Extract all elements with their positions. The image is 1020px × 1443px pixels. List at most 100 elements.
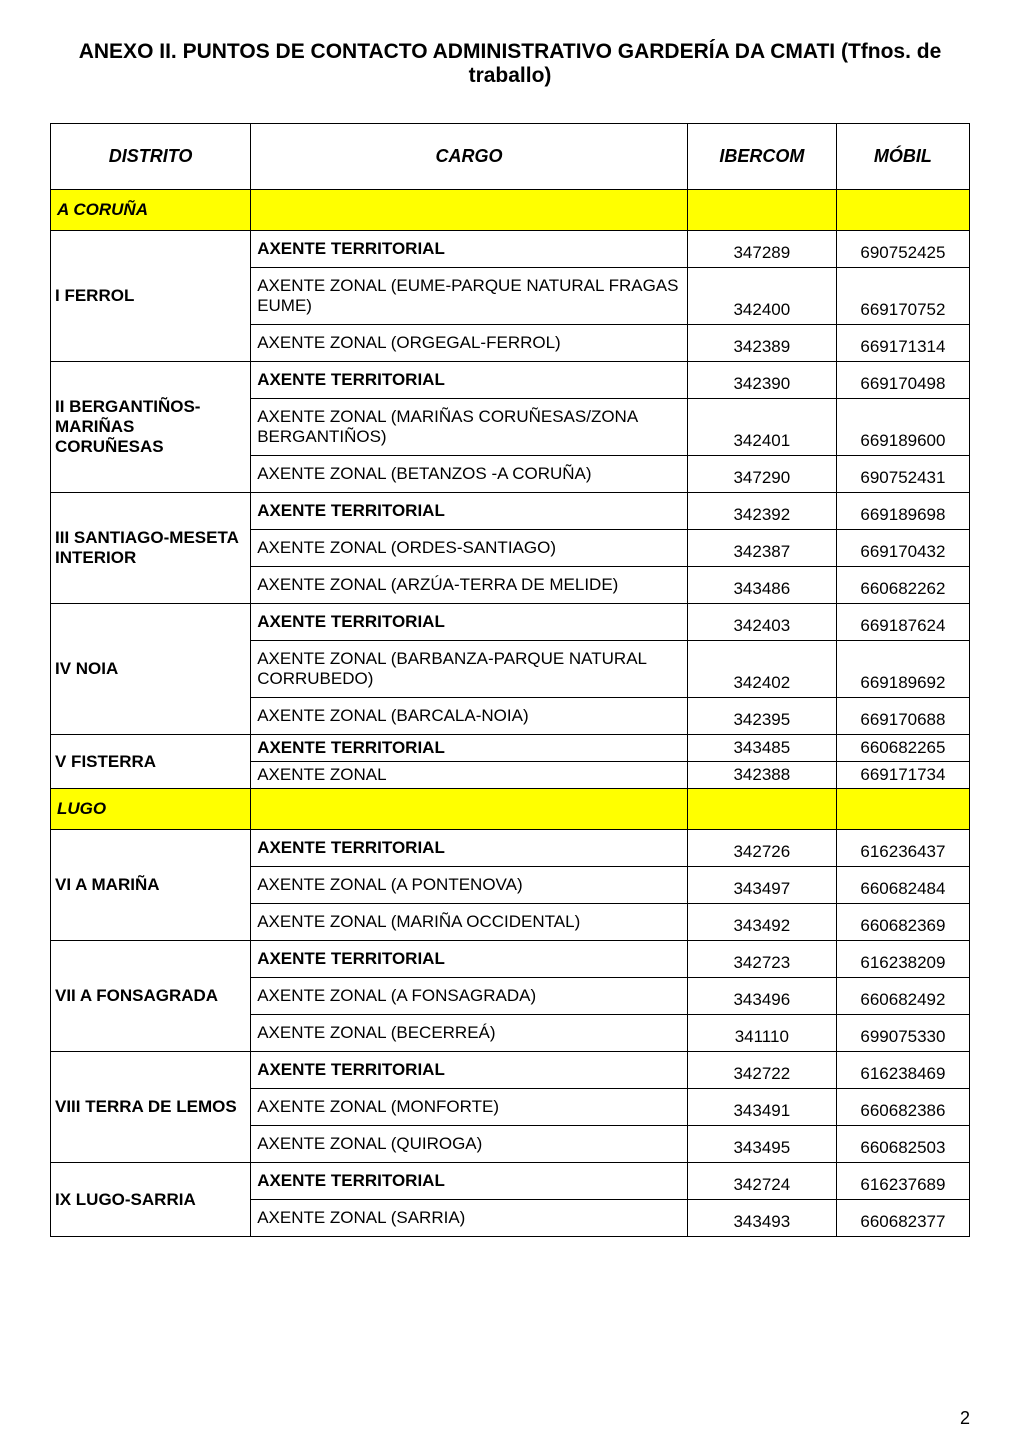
table-row: I FERROLAXENTE TERRITORIAL34728969075242… (51, 231, 970, 268)
ibercom-cell: 342400 (687, 268, 836, 325)
table-row: VII A FONSAGRADAAXENTE TERRITORIAL342723… (51, 941, 970, 978)
ibercom-cell: 342722 (687, 1052, 836, 1089)
cargo-cell: AXENTE ZONAL (ORGEGAL-FERROL) (251, 325, 688, 362)
mobil-cell: 660682386 (836, 1089, 969, 1126)
cargo-cell: AXENTE ZONAL (BARBANZA-PARQUE NATURAL CO… (251, 641, 688, 698)
mobil-cell: 616236437 (836, 830, 969, 867)
ibercom-cell: 342395 (687, 698, 836, 735)
ibercom-cell: 342723 (687, 941, 836, 978)
ibercom-cell: 343491 (687, 1089, 836, 1126)
header-distrito: DISTRITO (51, 124, 251, 190)
mobil-cell: 669170432 (836, 530, 969, 567)
section-name: LUGO (51, 789, 251, 830)
cargo-cell: AXENTE ZONAL (EUME-PARQUE NATURAL FRAGAS… (251, 268, 688, 325)
cargo-cell: AXENTE ZONAL (BARCALA-NOIA) (251, 698, 688, 735)
ibercom-cell: 343497 (687, 867, 836, 904)
section-name: A CORUÑA (51, 190, 251, 231)
cargo-cell: AXENTE ZONAL (ORDES-SANTIAGO) (251, 530, 688, 567)
cargo-cell: AXENTE TERRITORIAL (251, 362, 688, 399)
cargo-cell: AXENTE TERRITORIAL (251, 941, 688, 978)
mobil-cell: 669189692 (836, 641, 969, 698)
ibercom-cell: 343486 (687, 567, 836, 604)
ibercom-cell: 342724 (687, 1163, 836, 1200)
cargo-cell: AXENTE ZONAL (251, 762, 688, 789)
table-row: IX LUGO-SARRIAAXENTE TERRITORIAL34272461… (51, 1163, 970, 1200)
mobil-cell: 616237689 (836, 1163, 969, 1200)
table-row: VI A MARIÑAAXENTE TERRITORIAL34272661623… (51, 830, 970, 867)
page-number: 2 (960, 1408, 970, 1429)
table-row: III SANTIAGO-MESETA INTERIORAXENTE TERRI… (51, 493, 970, 530)
ibercom-cell: 343496 (687, 978, 836, 1015)
section-empty (251, 789, 688, 830)
cargo-cell: AXENTE ZONAL (SARRIA) (251, 1200, 688, 1237)
distrito-cell: I FERROL (51, 231, 251, 362)
distrito-cell: VI A MARIÑA (51, 830, 251, 941)
header-cargo: CARGO (251, 124, 688, 190)
mobil-cell: 669187624 (836, 604, 969, 641)
ibercom-cell: 347289 (687, 231, 836, 268)
document-page: ANEXO II. PUNTOS DE CONTACTO ADMINISTRAT… (0, 0, 1020, 1443)
section-empty (836, 190, 969, 231)
mobil-cell: 616238209 (836, 941, 969, 978)
mobil-cell: 616238469 (836, 1052, 969, 1089)
distrito-cell: IX LUGO-SARRIA (51, 1163, 251, 1237)
mobil-cell: 669170688 (836, 698, 969, 735)
ibercom-cell: 342402 (687, 641, 836, 698)
cargo-cell: AXENTE ZONAL (BETANZOS -A CORUÑA) (251, 456, 688, 493)
ibercom-cell: 343485 (687, 735, 836, 762)
header-ibercom: IBERCOM (687, 124, 836, 190)
ibercom-cell: 343492 (687, 904, 836, 941)
ibercom-cell: 342392 (687, 493, 836, 530)
mobil-cell: 669170752 (836, 268, 969, 325)
distrito-cell: V FISTERRA (51, 735, 251, 789)
table-row: II BERGANTIÑOS-MARIÑAS CORUÑESASAXENTE T… (51, 362, 970, 399)
cargo-cell: AXENTE TERRITORIAL (251, 735, 688, 762)
distrito-cell: III SANTIAGO-MESETA INTERIOR (51, 493, 251, 604)
table-row: V FISTERRAAXENTE TERRITORIAL343485660682… (51, 735, 970, 762)
ibercom-cell: 343495 (687, 1126, 836, 1163)
contacts-table: DISTRITO CARGO IBERCOM MÓBIL A CORUÑAI F… (50, 123, 970, 1237)
table-row: VIII TERRA DE LEMOSAXENTE TERRITORIAL342… (51, 1052, 970, 1089)
cargo-cell: AXENTE ZONAL (A FONSAGRADA) (251, 978, 688, 1015)
mobil-cell: 660682265 (836, 735, 969, 762)
mobil-cell: 669171734 (836, 762, 969, 789)
header-mobil: MÓBIL (836, 124, 969, 190)
cargo-cell: AXENTE TERRITORIAL (251, 231, 688, 268)
cargo-cell: AXENTE TERRITORIAL (251, 830, 688, 867)
distrito-cell: VII A FONSAGRADA (51, 941, 251, 1052)
mobil-cell: 660682377 (836, 1200, 969, 1237)
mobil-cell: 690752431 (836, 456, 969, 493)
cargo-cell: AXENTE ZONAL (QUIROGA) (251, 1126, 688, 1163)
table-row: IV NOIAAXENTE TERRITORIAL342403669187624 (51, 604, 970, 641)
section-row: A CORUÑA (51, 190, 970, 231)
cargo-cell: AXENTE TERRITORIAL (251, 1052, 688, 1089)
distrito-cell: II BERGANTIÑOS-MARIÑAS CORUÑESAS (51, 362, 251, 493)
mobil-cell: 660682369 (836, 904, 969, 941)
cargo-cell: AXENTE ZONAL (MARIÑAS CORUÑESAS/ZONA BER… (251, 399, 688, 456)
mobil-cell: 690752425 (836, 231, 969, 268)
mobil-cell: 669189698 (836, 493, 969, 530)
section-empty (687, 789, 836, 830)
cargo-cell: AXENTE TERRITORIAL (251, 493, 688, 530)
ibercom-cell: 342388 (687, 762, 836, 789)
header-row: DISTRITO CARGO IBERCOM MÓBIL (51, 124, 970, 190)
mobil-cell: 699075330 (836, 1015, 969, 1052)
page-title: ANEXO II. PUNTOS DE CONTACTO ADMINISTRAT… (50, 40, 970, 88)
ibercom-cell: 342403 (687, 604, 836, 641)
ibercom-cell: 342401 (687, 399, 836, 456)
ibercom-cell: 347290 (687, 456, 836, 493)
section-empty (251, 190, 688, 231)
section-row: LUGO (51, 789, 970, 830)
cargo-cell: AXENTE TERRITORIAL (251, 604, 688, 641)
section-empty (836, 789, 969, 830)
cargo-cell: AXENTE ZONAL (ARZÚA-TERRA DE MELIDE) (251, 567, 688, 604)
mobil-cell: 660682262 (836, 567, 969, 604)
ibercom-cell: 342726 (687, 830, 836, 867)
mobil-cell: 669170498 (836, 362, 969, 399)
mobil-cell: 669171314 (836, 325, 969, 362)
cargo-cell: AXENTE ZONAL (MONFORTE) (251, 1089, 688, 1126)
cargo-cell: AXENTE ZONAL (A PONTENOVA) (251, 867, 688, 904)
distrito-cell: VIII TERRA DE LEMOS (51, 1052, 251, 1163)
ibercom-cell: 343493 (687, 1200, 836, 1237)
cargo-cell: AXENTE ZONAL (MARIÑA OCCIDENTAL) (251, 904, 688, 941)
